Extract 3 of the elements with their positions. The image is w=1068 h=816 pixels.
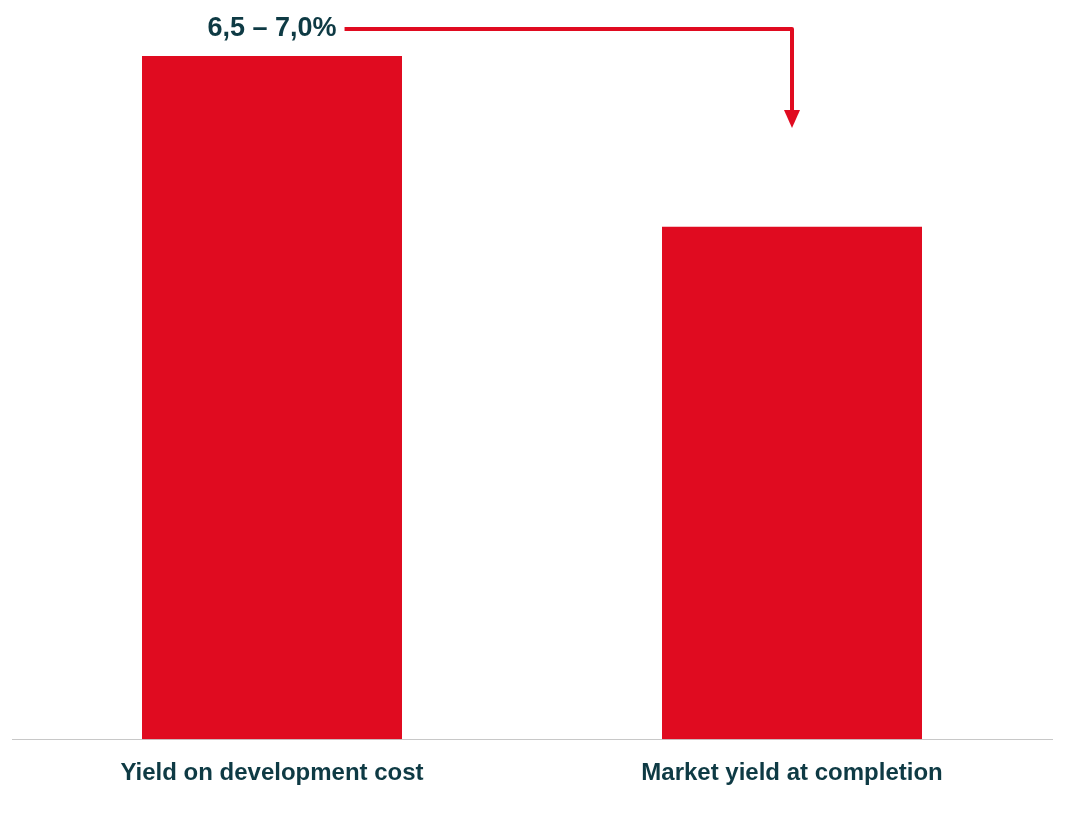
- x-tick-label: Market yield at completion: [641, 758, 943, 786]
- x-tick-label: Yield on development cost: [120, 758, 424, 786]
- text: 6,5 – 7,0%: [207, 11, 337, 42]
